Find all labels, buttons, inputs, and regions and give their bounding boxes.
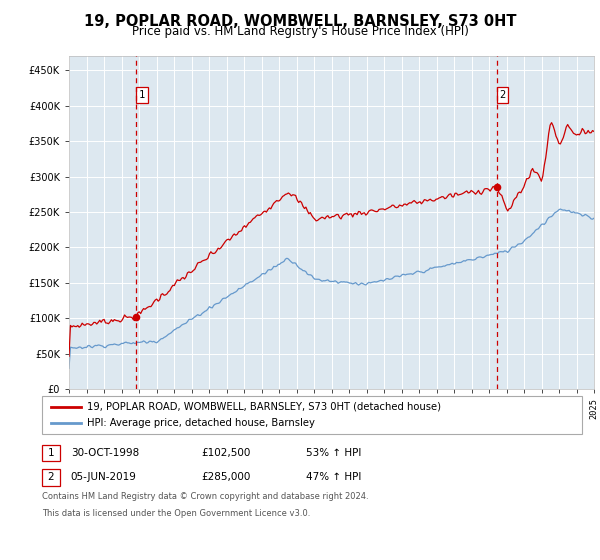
Text: 2: 2 bbox=[47, 472, 55, 482]
Text: £102,500: £102,500 bbox=[201, 448, 250, 458]
Text: 53% ↑ HPI: 53% ↑ HPI bbox=[306, 448, 361, 458]
Text: £285,000: £285,000 bbox=[201, 472, 250, 482]
Text: Price paid vs. HM Land Registry's House Price Index (HPI): Price paid vs. HM Land Registry's House … bbox=[131, 25, 469, 38]
Text: HPI: Average price, detached house, Barnsley: HPI: Average price, detached house, Barn… bbox=[87, 418, 315, 428]
Text: 19, POPLAR ROAD, WOMBWELL, BARNSLEY, S73 0HT (detached house): 19, POPLAR ROAD, WOMBWELL, BARNSLEY, S73… bbox=[87, 402, 441, 412]
Text: This data is licensed under the Open Government Licence v3.0.: This data is licensed under the Open Gov… bbox=[42, 509, 310, 518]
Text: 1: 1 bbox=[47, 448, 55, 458]
Text: 30-OCT-1998: 30-OCT-1998 bbox=[71, 448, 139, 458]
Text: 1: 1 bbox=[139, 90, 145, 100]
Text: 19, POPLAR ROAD, WOMBWELL, BARNSLEY, S73 0HT: 19, POPLAR ROAD, WOMBWELL, BARNSLEY, S73… bbox=[84, 14, 516, 29]
Text: 05-JUN-2019: 05-JUN-2019 bbox=[71, 472, 137, 482]
Text: 47% ↑ HPI: 47% ↑ HPI bbox=[306, 472, 361, 482]
Text: Contains HM Land Registry data © Crown copyright and database right 2024.: Contains HM Land Registry data © Crown c… bbox=[42, 492, 368, 501]
Text: 2: 2 bbox=[499, 90, 505, 100]
